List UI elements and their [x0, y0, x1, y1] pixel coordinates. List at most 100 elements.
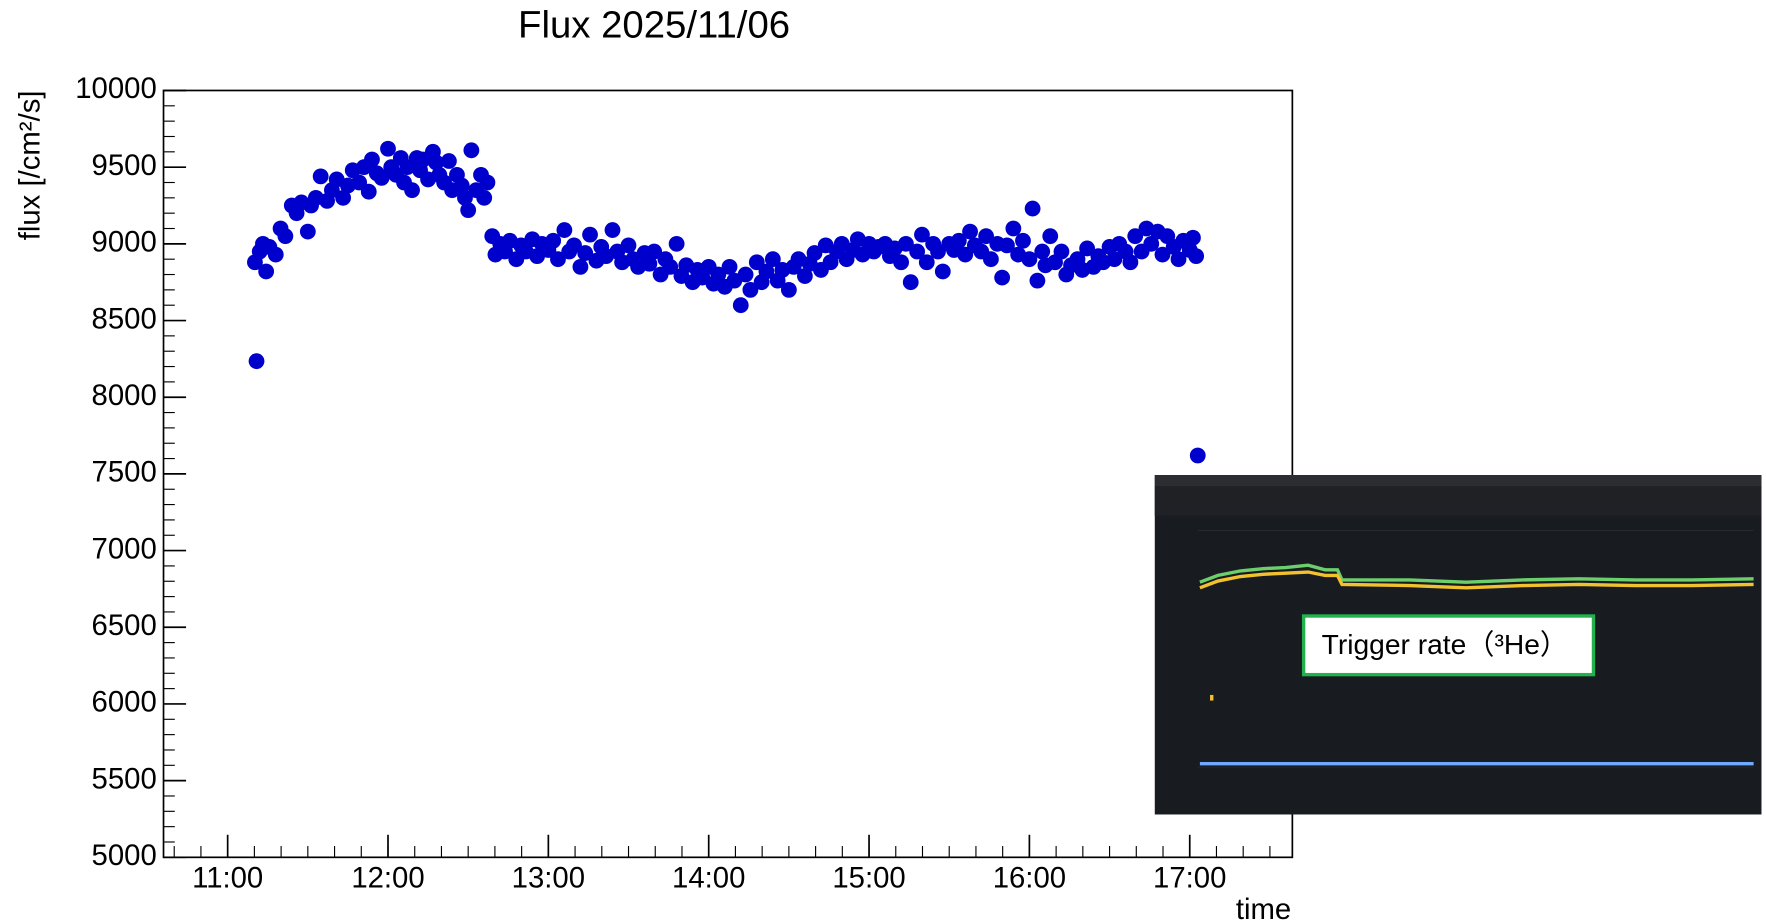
point [764, 251, 781, 268]
point [758, 263, 775, 280]
point [1185, 229, 1201, 246]
y-tick-label: 6000 [92, 686, 157, 719]
inset-line [1199, 563, 1754, 584]
point [1170, 251, 1187, 268]
point [1127, 228, 1144, 245]
point [721, 258, 738, 275]
point [335, 189, 352, 206]
point [930, 243, 946, 260]
point [1034, 243, 1051, 260]
inset-screenshot: Trigger rate（³He） [1154, 475, 1762, 815]
inset-urlbar [1154, 486, 1762, 500]
point [1122, 254, 1139, 271]
point [737, 266, 754, 283]
point [577, 245, 594, 261]
inset-toolbar [1154, 499, 1762, 516]
point [1005, 220, 1022, 237]
point [566, 237, 582, 254]
point [428, 154, 445, 171]
point [364, 151, 380, 168]
point [999, 237, 1015, 254]
inset-tabbar [1154, 475, 1762, 487]
point [572, 258, 589, 275]
point [978, 228, 994, 245]
point [453, 177, 470, 194]
point [360, 183, 377, 200]
point [604, 222, 621, 238]
point [902, 274, 919, 291]
point [441, 153, 457, 169]
point [983, 251, 999, 268]
point [1143, 235, 1160, 252]
point [460, 202, 477, 219]
point [893, 254, 910, 271]
point [476, 189, 493, 206]
point [463, 142, 480, 159]
y-axis-label: flux [/cm²/s] [13, 90, 46, 240]
y-tick-label: 7000 [92, 532, 157, 565]
point [1188, 248, 1205, 265]
point [710, 266, 727, 283]
point [641, 255, 658, 272]
y-tick-label: 8500 [92, 302, 157, 335]
marks: 5000 5500 6000 6500 7000 7500 8000 8500 9000 9500… [75, 72, 1271, 895]
point [1053, 243, 1070, 260]
annotation-box [1301, 614, 1596, 677]
x-tick-label: 14:00 [672, 862, 745, 895]
point [1189, 447, 1206, 464]
point [732, 297, 749, 314]
x-tick-label: 17:00 [1153, 862, 1226, 895]
point [1106, 251, 1123, 268]
x-tick-label: 11:00 [192, 862, 263, 895]
point [380, 140, 396, 157]
x-tick-label: 13:00 [512, 862, 585, 895]
point [479, 174, 496, 191]
point [582, 226, 598, 243]
point [1021, 251, 1038, 268]
y-tick-label: 9500 [92, 149, 157, 182]
inset-line [1199, 570, 1754, 590]
y-tick-label: 10000 [75, 72, 157, 105]
x-tick-label: 16:00 [993, 862, 1066, 895]
point [1154, 246, 1171, 263]
x-tick-label: 15:00 [832, 862, 905, 895]
inset-point [1210, 694, 1214, 701]
point [404, 182, 420, 199]
point [950, 232, 967, 249]
point [662, 258, 679, 275]
y-tick-label: 6500 [92, 609, 157, 642]
point [1029, 272, 1046, 289]
point [258, 263, 275, 280]
point [248, 353, 265, 370]
point [742, 281, 759, 298]
point [620, 237, 637, 254]
point [898, 235, 914, 252]
point [457, 189, 473, 206]
point [1079, 240, 1096, 257]
point [646, 243, 663, 260]
annotation: Trigger rate（³He） [1322, 628, 1568, 660]
x-axis-label: time [1236, 893, 1291, 923]
point [909, 243, 926, 260]
point [556, 222, 573, 238]
y-tick-label: 7500 [92, 456, 157, 489]
point [918, 254, 935, 271]
point [267, 246, 284, 263]
point [545, 232, 562, 249]
point [277, 228, 294, 245]
y-tick-label: 5000 [92, 839, 157, 872]
point [373, 170, 390, 186]
point [994, 269, 1011, 286]
point [914, 226, 930, 243]
point [550, 251, 566, 268]
x-tick-label: 12:00 [351, 862, 424, 895]
point [1015, 232, 1031, 249]
y-tick-label: 9000 [92, 226, 157, 259]
y-tick-label: 8000 [92, 379, 157, 412]
point [1024, 200, 1041, 217]
point [806, 245, 823, 261]
point [668, 235, 685, 252]
chart-title: Flux 2025/11/06 [518, 3, 790, 46]
point [299, 223, 316, 240]
point [934, 263, 951, 280]
